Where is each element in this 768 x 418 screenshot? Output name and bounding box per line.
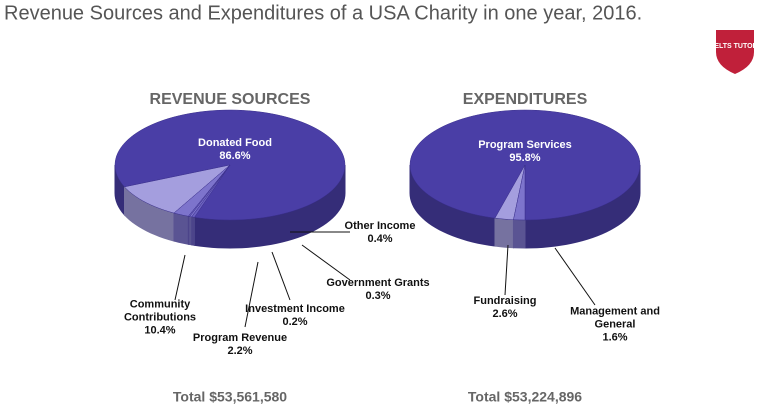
logo-text: IELTS TUTOR: [712, 43, 757, 50]
total-label: Total $53,224,896: [468, 389, 582, 405]
slice-label: Fundraising 2.6%: [445, 295, 565, 321]
leader-line: [301, 244, 351, 281]
slice-value: 2.2%: [227, 345, 253, 357]
pie-side: [494, 217, 514, 249]
slice-value: 95.8%: [509, 152, 541, 164]
slice-name: Donated Food: [198, 137, 272, 149]
slice-label: Investment Income 0.2%: [235, 303, 355, 329]
slice-name: Program Revenue: [192, 332, 288, 344]
chart-title: REVENUE SOURCES: [150, 91, 311, 108]
pie-side: [512, 219, 526, 249]
slice-label: Community Contributions 10.4%: [100, 299, 220, 338]
slice-name: Fundraising: [473, 295, 537, 307]
slice-value: 2.6%: [492, 308, 518, 320]
pie-side: [191, 216, 195, 246]
pie-slice: [191, 164, 231, 218]
slice-value: 86.6%: [219, 150, 251, 162]
slice-value: 10.4%: [144, 324, 176, 337]
slice-value: 0.2%: [282, 316, 308, 328]
pie-side: [173, 212, 189, 245]
pie-slice: [124, 164, 231, 214]
slice-name: Program Services: [478, 139, 572, 151]
slice-value: 0.3%: [365, 290, 391, 302]
slice-value: 1.6%: [602, 331, 628, 344]
slice-name: Management and General: [570, 305, 660, 331]
chart-title: EXPENDITURES: [463, 91, 588, 108]
slice-value: 0.4%: [367, 233, 393, 245]
slice-label: Management and General 1.6%: [555, 306, 675, 345]
leader-line: [244, 261, 259, 328]
slice-label: Donated Food 86.6%: [175, 137, 295, 163]
logo-badge: [716, 30, 754, 74]
slice-name: Government Grants: [326, 277, 430, 289]
slice-label: Program Revenue 2.2%: [180, 332, 300, 358]
slice-label: Other Income 0.4%: [320, 220, 440, 246]
leader-line: [174, 254, 186, 301]
slice-label: Program Services 95.8%: [465, 139, 585, 165]
slice-name: Other Income: [344, 220, 416, 232]
page-title: Revenue Sources and Expenditures of a US…: [4, 2, 642, 24]
leader-line: [271, 251, 291, 301]
slice-label: Government Grants 0.3%: [318, 277, 438, 303]
leader-line: [504, 244, 509, 296]
slice-name: Community Contributions: [123, 298, 197, 324]
pie-slice: [513, 164, 526, 221]
total-label: Total $53,561,580: [173, 389, 287, 405]
leader-line: [554, 247, 596, 306]
slice-name: Investment Income: [245, 303, 345, 315]
